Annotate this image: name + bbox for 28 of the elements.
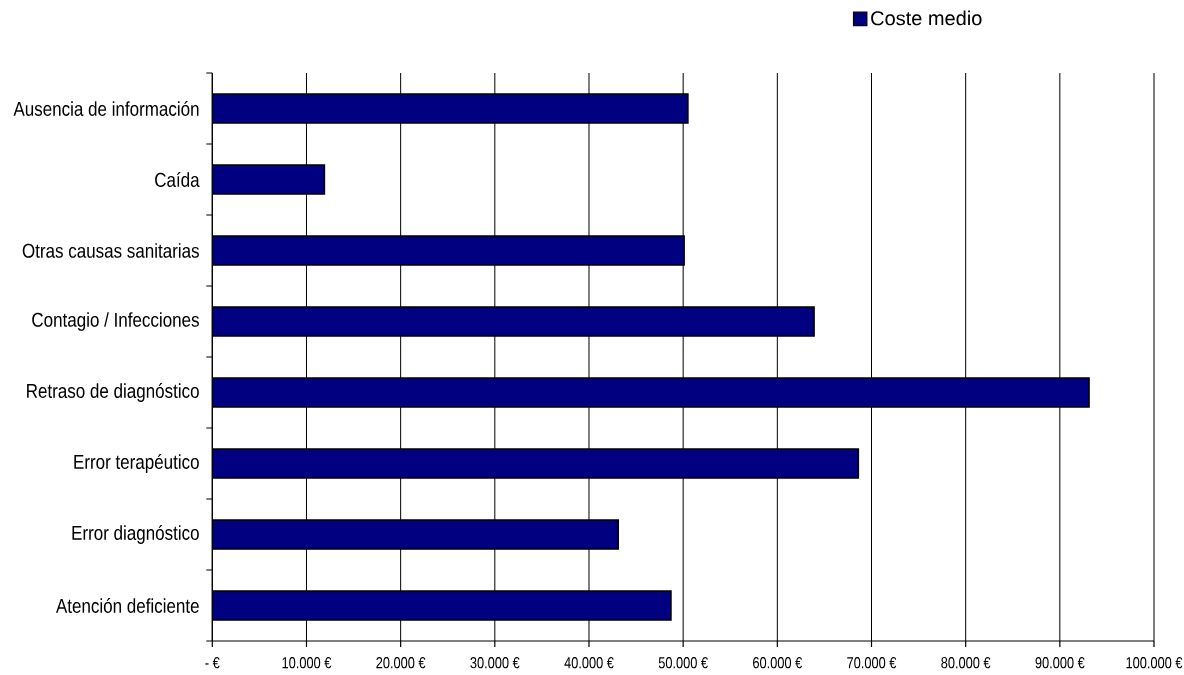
- x-tick-label: 60.000 €: [753, 657, 803, 669]
- y-tick-label: Contagio / Infecciones: [32, 312, 199, 331]
- y-tick-label: Error diagnóstico: [72, 525, 199, 544]
- y-tick-label: Error terapéutico: [74, 454, 199, 473]
- x-tick-label: 50.000 €: [658, 657, 708, 669]
- x-tick-label: 20.000 €: [376, 657, 426, 669]
- x-tick-label: 100.000 €: [1126, 657, 1183, 669]
- bar: [212, 93, 689, 124]
- y-tick-label: Caída: [155, 172, 200, 187]
- bar: [212, 306, 815, 337]
- legend-label: Coste medio: [871, 10, 982, 26]
- bar: [212, 377, 1090, 408]
- bar: [212, 519, 619, 550]
- x-tick-label: 70.000 €: [847, 657, 897, 669]
- bar: [212, 164, 326, 195]
- y-tick-label: Atención deficiente: [55, 598, 199, 613]
- x-tick-label: 30.000 €: [470, 657, 520, 669]
- x-tick-label: 10.000 €: [282, 657, 332, 669]
- x-tick-label: 80.000 €: [941, 657, 991, 669]
- y-tick-label: Ausencia de información: [13, 101, 199, 116]
- bar: [212, 235, 685, 266]
- x-tick-label: 40.000 €: [564, 657, 614, 669]
- bar: [212, 448, 860, 479]
- y-tick-label: Retraso de diagnóstico: [27, 383, 199, 402]
- y-tick-label: Otras causas sanitarias: [22, 243, 199, 258]
- bar: [212, 590, 672, 621]
- x-tick-label: - €: [205, 657, 220, 669]
- x-tick-label: 90.000 €: [1035, 657, 1085, 669]
